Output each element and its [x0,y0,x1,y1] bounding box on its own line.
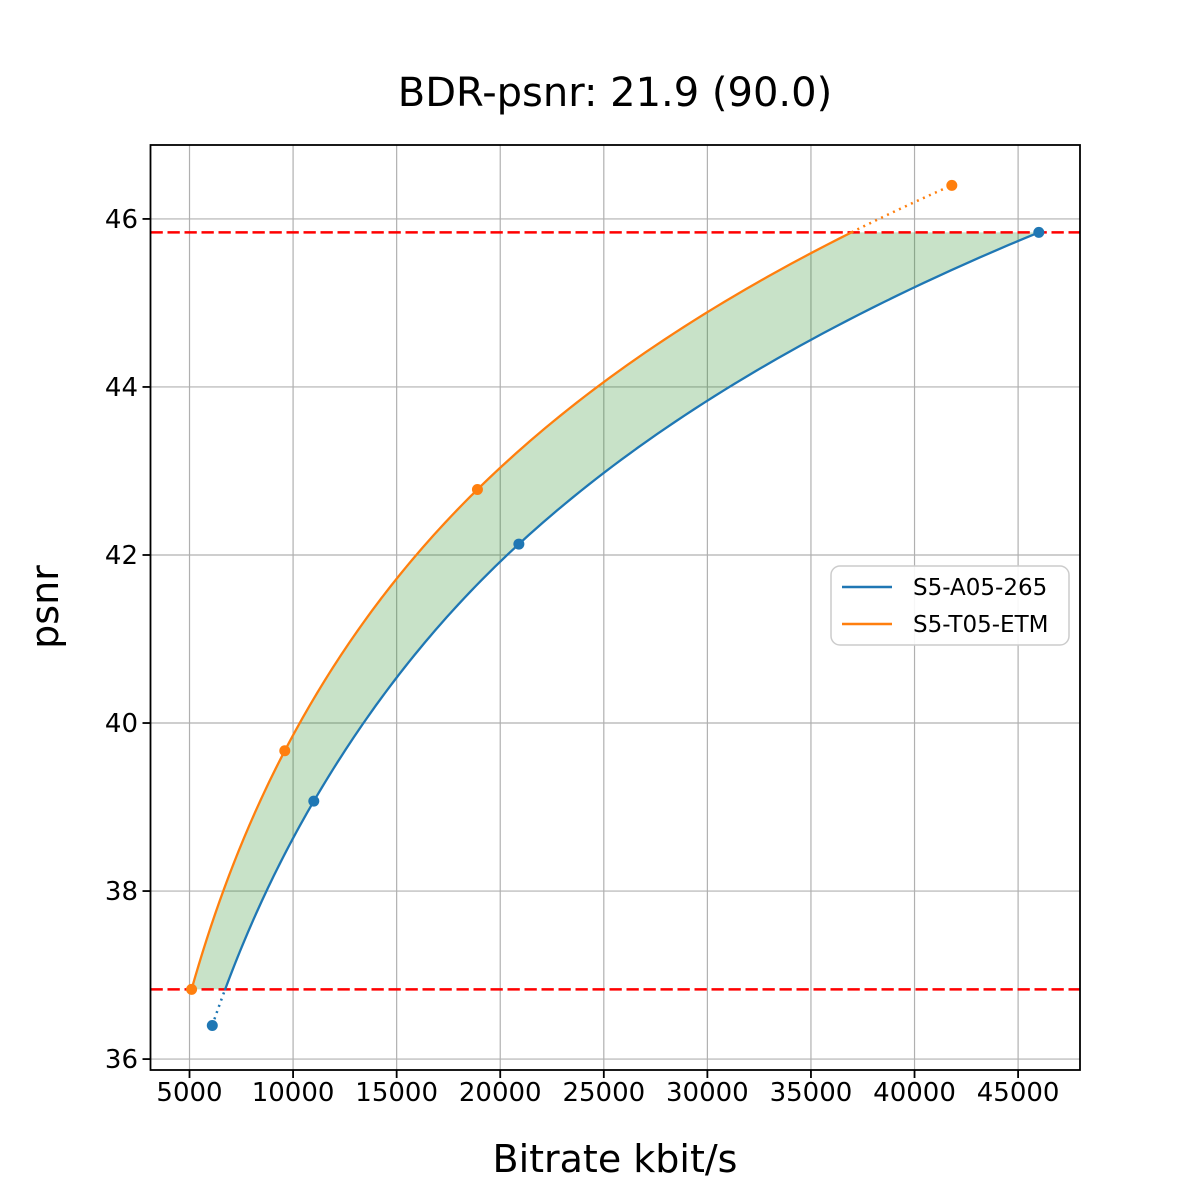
data-point-marker [946,179,958,191]
reference-dashed-lines [150,231,1080,991]
data-point-marker [186,983,198,995]
x-tick-label: 5000 [156,1078,222,1108]
data-point-marker [308,795,320,807]
data-point-marker [513,538,525,550]
data-point-marker [471,483,483,495]
y-axis-label: psnr [23,565,67,649]
axes-frame [142,144,1081,1078]
x-tick-label: 35000 [770,1078,853,1108]
y-tick-label: 36 [105,1045,138,1075]
rd-curve [190,231,853,991]
y-tick-label: 40 [105,709,138,739]
x-tick-label: 40000 [873,1078,956,1108]
y-tick-label: 42 [105,541,138,571]
rd-curve [223,231,1040,991]
x-tick-label: 30000 [666,1078,749,1108]
curve-dotted-segment [850,184,953,234]
x-tick-label: 10000 [252,1078,335,1108]
legend-label-series-2: S5-T05-ETM [913,612,1048,638]
x-tick-label: 25000 [562,1078,645,1108]
x-axis-label: Bitrate kbit/s [493,1137,738,1181]
legend-label-series-1: S5-A05-265 [913,575,1047,601]
x-tick-label: 20000 [459,1078,542,1108]
tick-labels: 5000 10000 15000 20000 25000 30000 35000 40000 4… [105,205,1060,1108]
chart-title: BDR-psnr: 21.9 (90.0) [398,70,832,116]
x-tick-label: 45000 [977,1078,1060,1108]
data-point-marker [1033,226,1045,238]
x-tick-label: 15000 [355,1078,438,1108]
bd-shaded-area [191,232,1039,990]
rd-curves [190,184,1040,1026]
data-point-marker [206,1019,218,1031]
plot-frame [149,144,1081,1071]
shaded-band [191,232,1039,990]
curve-dotted-segment [211,988,227,1026]
y-tick-label: 46 [105,205,138,235]
gridlines [150,145,1080,1070]
y-tick-label: 44 [105,373,138,403]
data-point-markers [186,179,1045,1031]
data-point-marker [279,745,291,757]
y-tick-label: 38 [105,877,138,907]
legend: S5-A05-265 S5-T05-ETM [830,565,1070,646]
